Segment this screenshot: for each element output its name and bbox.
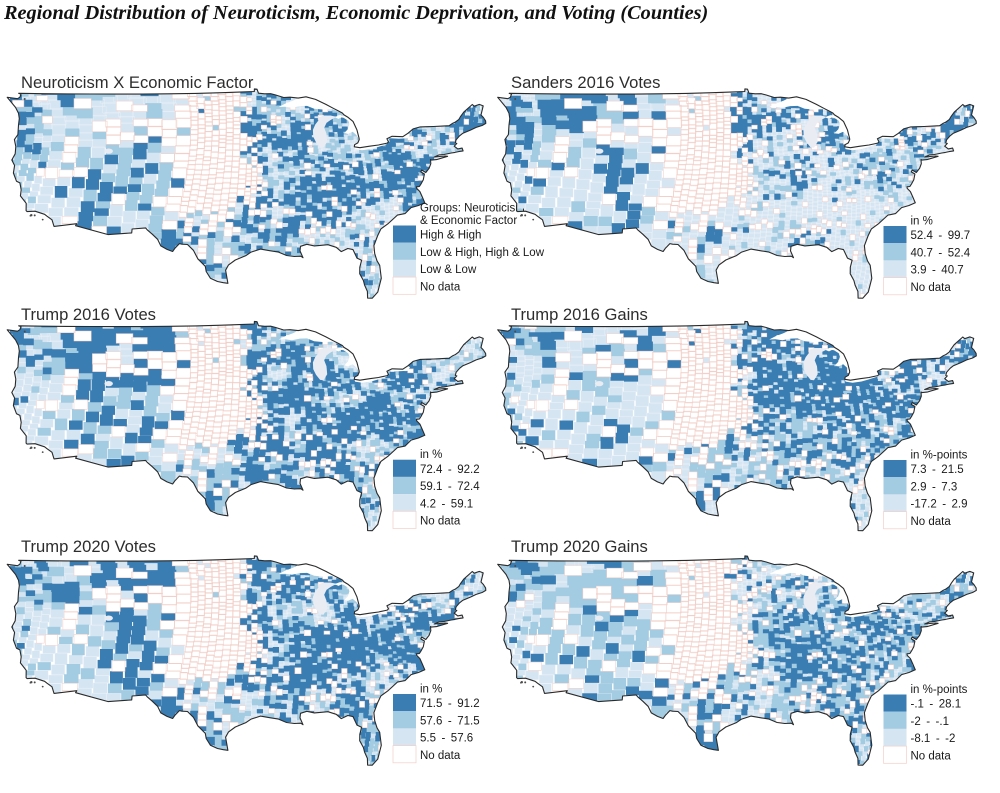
svg-text:in %-points: in %-points (911, 684, 968, 696)
svg-text:-2 - -.1: -2 - -.1 (911, 716, 949, 728)
svg-text:59.1 - 72.4: 59.1 - 72.4 (420, 481, 480, 493)
svg-text:No data: No data (420, 281, 461, 293)
svg-text:52.4 - 99.7: 52.4 - 99.7 (911, 230, 971, 242)
svg-text:No data: No data (911, 516, 952, 528)
svg-text:-8.1 - -2: -8.1 - -2 (911, 733, 956, 745)
svg-text:in %: in % (420, 684, 442, 696)
svg-text:57.6 - 71.5: 57.6 - 71.5 (420, 715, 480, 727)
svg-text:3.9 - 40.7: 3.9 - 40.7 (911, 265, 964, 277)
svg-text:-.1 - 28.1: -.1 - 28.1 (911, 699, 962, 711)
svg-text:High & High: High & High (420, 230, 481, 242)
svg-text:No data: No data (911, 750, 952, 762)
svg-text:& Economic Factor: & Economic Factor (420, 215, 517, 227)
svg-text:5.5 - 57.6: 5.5 - 57.6 (420, 733, 473, 745)
svg-text:-17.2 - 2.9: -17.2 - 2.9 (911, 499, 968, 511)
svg-text:2.9 - 7.3: 2.9 - 7.3 (911, 481, 958, 493)
svg-text:No data: No data (420, 750, 461, 762)
svg-text:Groups: Neuroticism: Groups: Neuroticism (420, 203, 525, 215)
svg-text:Low & Low: Low & Low (420, 264, 477, 276)
svg-text:in %: in % (911, 216, 933, 228)
svg-text:No data: No data (420, 516, 461, 528)
svg-text:in %-points: in %-points (911, 450, 968, 462)
svg-text:in %: in % (420, 449, 442, 461)
svg-text:71.5 - 91.2: 71.5 - 91.2 (420, 698, 480, 710)
svg-text:72.4 - 92.2: 72.4 - 92.2 (420, 464, 480, 476)
svg-text:4.2 - 59.1: 4.2 - 59.1 (420, 498, 473, 510)
svg-text:No data: No data (911, 282, 952, 294)
svg-text:40.7 - 52.4: 40.7 - 52.4 (911, 247, 971, 259)
svg-text:Low & High, High & Low: Low & High, High & Low (420, 247, 545, 259)
svg-text:7.3 - 21.5: 7.3 - 21.5 (911, 464, 964, 476)
